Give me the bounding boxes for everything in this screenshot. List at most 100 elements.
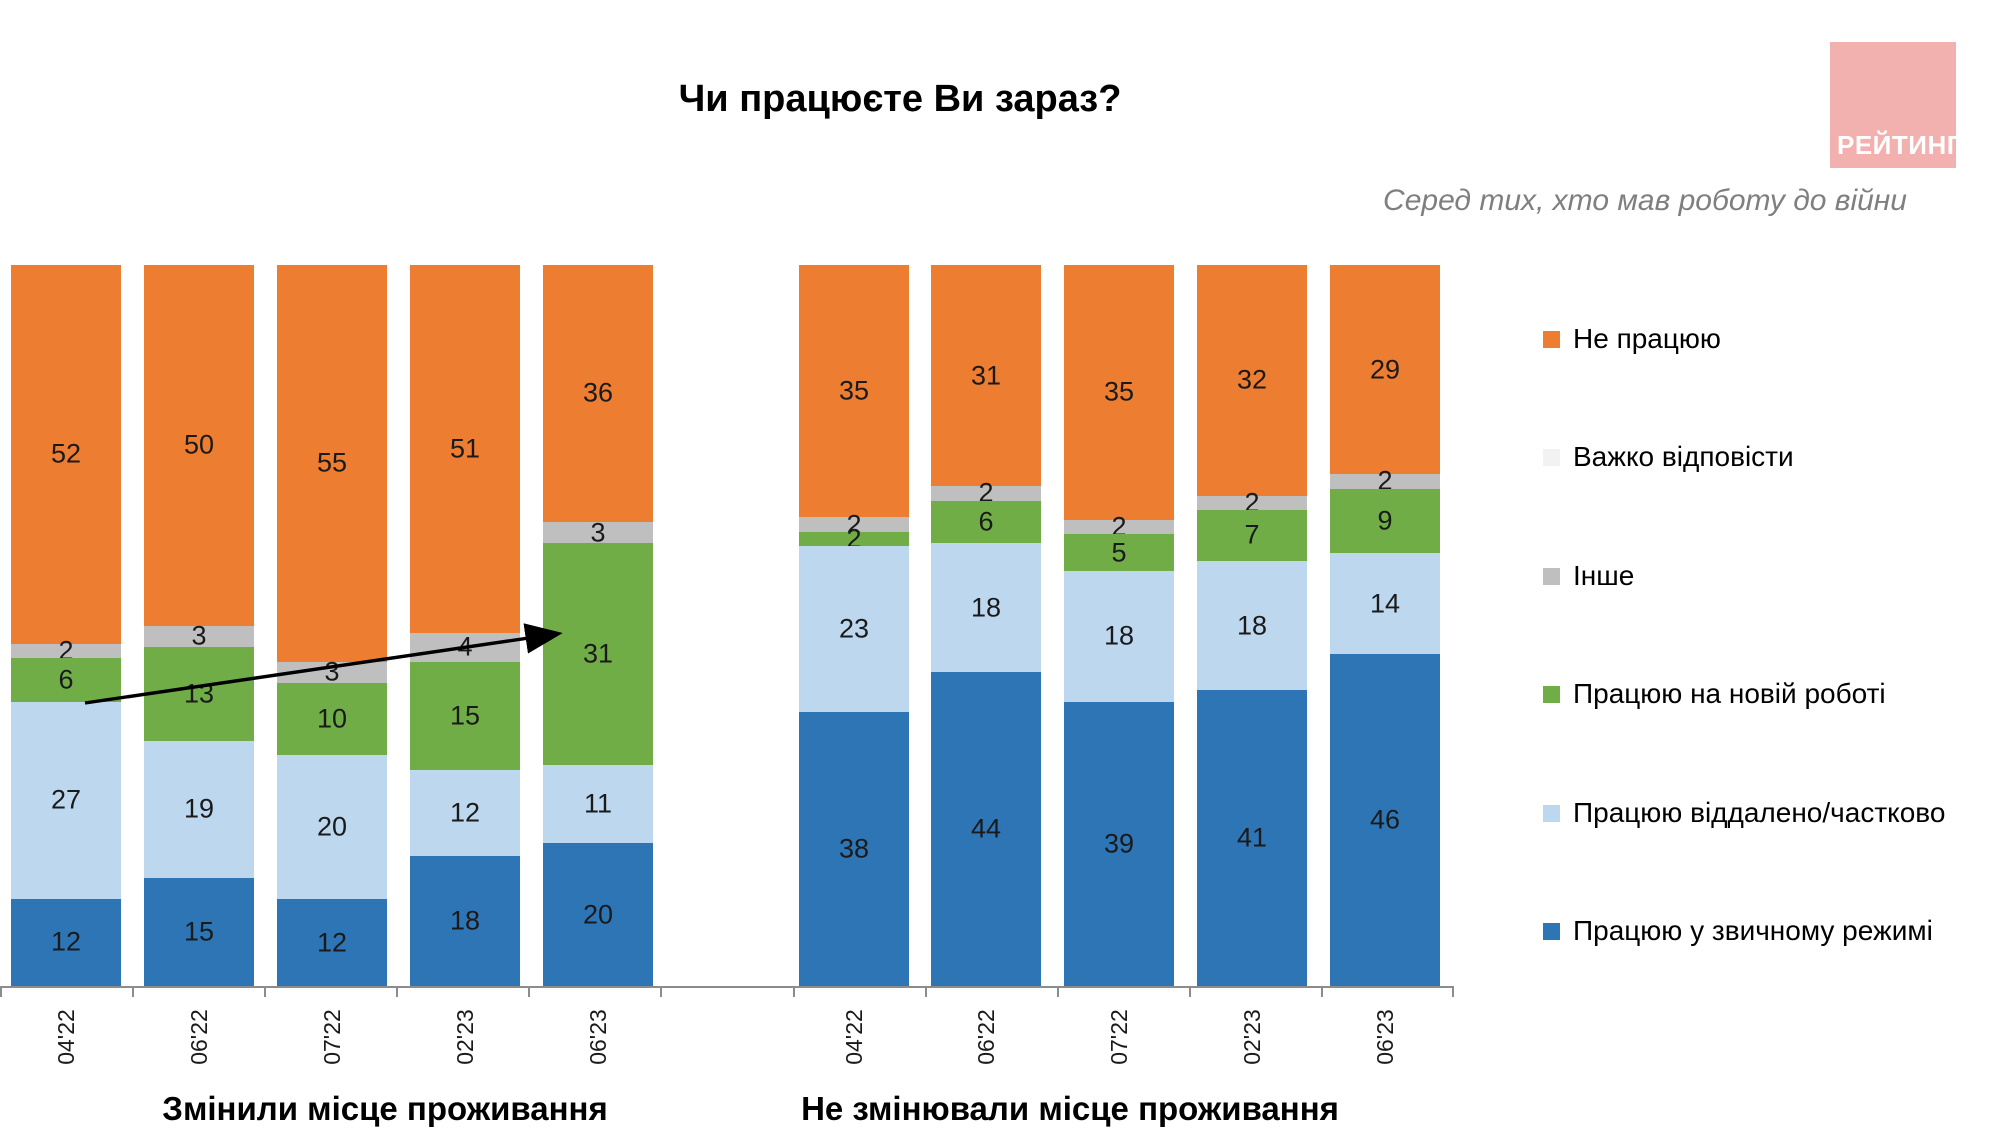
bar-value-label: 10	[316, 703, 348, 734]
bar-value-label: 9	[1377, 505, 1393, 536]
bar-segment-not_working: 52	[11, 265, 121, 644]
bar-group2-06'23: 29 2 9 14 46	[1330, 265, 1440, 986]
bar-value-label: 27	[50, 784, 82, 815]
bar-segment-new_job: 6	[931, 500, 1041, 544]
bar-value-label: 55	[316, 447, 348, 478]
axis-tick	[1057, 986, 1059, 997]
group-title-not-moved: Не змінювали місце проживання	[801, 1090, 1339, 1127]
x-axis-label: 06'23	[1372, 1009, 1398, 1065]
legend-item-remote: Працюю віддалено/частково	[1543, 796, 1945, 830]
bar-group2-07'22: 35 2 5 18 39	[1064, 265, 1174, 987]
bar-segment-usual: 12	[277, 899, 387, 986]
bar-value-label: 2	[1377, 465, 1393, 496]
bar-segment-usual: 18	[410, 856, 520, 986]
x-axis-label: 02'23	[1239, 1009, 1265, 1065]
bar-value-label: 12	[50, 926, 82, 957]
legend-label: Працюю на новій роботі	[1573, 678, 1886, 709]
bar-segment-usual: 38	[799, 712, 909, 986]
bar-segment-not_working: 51	[410, 265, 520, 633]
x-axis-label: 04'22	[841, 1009, 867, 1065]
axis-tick	[528, 986, 530, 997]
bar-group1-06'22: 50 3 13 19 15	[144, 265, 254, 986]
bar-segment-new_job: 15	[410, 661, 520, 770]
bar-value-label: 50	[183, 429, 215, 460]
axis-tick	[0, 986, 2, 997]
bar-segment-usual: 44	[931, 671, 1041, 986]
bar-segment-usual: 46	[1330, 654, 1440, 986]
bar-value-label: 5	[1111, 537, 1127, 568]
bar-segment-remote: 18	[1064, 570, 1174, 702]
bar-value-label: 36	[582, 377, 614, 408]
axis-tick	[660, 986, 662, 997]
bar-value-label: 32	[1236, 364, 1268, 395]
bar-segment-not_working: 35	[799, 265, 909, 518]
bar-segment-not_working: 32	[1197, 265, 1307, 496]
legend-label: Інше	[1573, 560, 1635, 591]
bar-segment-remote: 23	[799, 546, 909, 713]
chart-subtitle: Серед тих, хто мав роботу до війни	[1383, 184, 1907, 217]
bar-value-label: 12	[449, 797, 481, 828]
bar-segment-other: 2	[799, 511, 909, 538]
axis-tick	[1452, 986, 1454, 997]
bar-group2-02'23: 32 2 7 18 41	[1197, 265, 1307, 986]
rating-logo-text: РЕЙТИНГ	[1837, 130, 1962, 160]
x-axis-label: 07'22	[1106, 1009, 1132, 1065]
bar-segment-new_job: 6	[11, 658, 121, 702]
axis-tick	[132, 986, 134, 997]
legend-label: Важко відповісти	[1573, 441, 1794, 472]
bar-segment-other: 3	[277, 658, 387, 685]
bar-segment-remote: 12	[410, 769, 520, 857]
legend-swatch-usual	[1543, 922, 1560, 940]
bar-value-label: 15	[449, 700, 481, 731]
x-axis-label: 06'22	[186, 1009, 212, 1065]
axis-tick	[264, 986, 266, 997]
legend-label: Працюю віддалено/частково	[1573, 797, 1946, 828]
legend-item-new_job: Працюю на новій роботі	[1543, 677, 1886, 711]
bar-value-label: 19	[183, 793, 215, 824]
bar-value-label: 2	[846, 523, 862, 554]
legend-item-usual: Працюю у звичному режимі	[1543, 914, 1933, 948]
legend-swatch-not_working	[1543, 330, 1560, 348]
x-axis-label: 07'22	[319, 1009, 345, 1065]
bar-group1-06'23: 36 3 31 11 20	[543, 265, 653, 986]
bar-value-label: 51	[449, 433, 481, 464]
bar-value-label: 18	[970, 592, 1002, 623]
bar-segment-new_job: 10	[277, 683, 387, 756]
bar-segment-not_working: 55	[277, 265, 387, 662]
axis-tick	[925, 986, 927, 997]
bar-segment-other: 3	[543, 517, 653, 548]
bar-value-label: 52	[50, 438, 82, 469]
bar-segment-other: 3	[144, 622, 254, 649]
group-title-moved: Змінили місце проживання	[162, 1090, 608, 1127]
bar-segment-other: 2	[931, 479, 1041, 506]
bar-segment-remote: 18	[931, 543, 1041, 672]
bar-segment-other: 2	[11, 637, 121, 664]
bar-group1-02'23: 51 4 15 12 18	[410, 265, 520, 986]
legend-swatch-remote	[1543, 804, 1560, 822]
bar-segment-new_job: 9	[1330, 488, 1440, 554]
legend-item-other: Інше	[1543, 559, 1634, 593]
axis-tick	[396, 986, 398, 997]
bar-value-label: 6	[978, 506, 994, 537]
bar-value-label: 23	[838, 613, 870, 644]
bar-value-label: 38	[838, 833, 870, 864]
bar-value-label: 11	[583, 788, 613, 819]
bar-value-label: 39	[1103, 828, 1135, 859]
bar-segment-other: 4	[410, 632, 520, 662]
legend-label: Не працюю	[1573, 323, 1721, 354]
bar-segment-not_working: 36	[543, 265, 653, 522]
axis-tick	[1189, 986, 1191, 997]
legend-swatch-hard_to_answer	[1543, 448, 1560, 466]
bar-segment-not_working: 35	[1064, 265, 1174, 520]
x-axis-line	[0, 986, 1454, 988]
bar-value-label: 3	[590, 517, 606, 548]
bar-segment-usual: 12	[11, 898, 121, 986]
bar-group2-06'22: 31 2 6 18 44	[931, 265, 1041, 986]
bar-segment-remote: 20	[277, 755, 387, 900]
bar-value-label: 13	[183, 678, 215, 709]
bar-segment-remote: 19	[144, 740, 254, 878]
bar-value-label: 14	[1369, 588, 1401, 619]
axis-tick	[1321, 986, 1323, 997]
bar-value-label: 29	[1369, 354, 1401, 385]
